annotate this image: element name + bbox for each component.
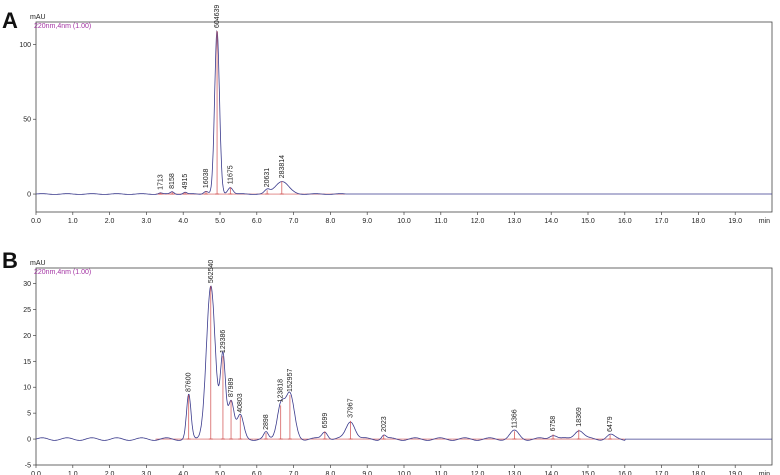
channel-label: 220nm,4nm (1.00) xyxy=(34,23,91,30)
peak-area-label: 129386 xyxy=(220,330,227,353)
peak-area-label: 20631 xyxy=(264,168,271,188)
x-tick-label: 18.0 xyxy=(692,471,706,475)
x-tick-label: 12.0 xyxy=(471,218,485,225)
panel-label: A xyxy=(2,8,18,33)
x-tick-label: 14.0 xyxy=(544,471,558,475)
y-tick-label: 0 xyxy=(27,192,31,199)
peak-area-label: 6758 xyxy=(550,416,557,432)
peak-area-label: 152957 xyxy=(287,369,294,392)
x-tick-label: 15.0 xyxy=(581,471,595,475)
plot-frame xyxy=(35,267,773,466)
x-tick-label: 5.0 xyxy=(215,471,225,475)
y-unit-label: mAU xyxy=(30,260,46,267)
x-tick-label: 16.0 xyxy=(618,218,632,225)
y-tick-label: 30 xyxy=(23,281,31,288)
x-tick-label: 0.0 xyxy=(31,471,41,475)
y-tick-label: 100 xyxy=(19,42,31,49)
peak-area-label: 1713 xyxy=(157,174,164,190)
x-tick-label: 7.0 xyxy=(289,471,299,475)
channel-label: 220nm,4nm (1.00) xyxy=(34,269,91,276)
x-tick-label: 15.0 xyxy=(581,218,595,225)
peak-area-label: 6599 xyxy=(322,413,329,429)
peak-area-label: 2898 xyxy=(263,414,270,430)
y-tick-label: 0 xyxy=(27,437,31,444)
x-tick-label: 13.0 xyxy=(508,218,522,225)
x-tick-label: 14.0 xyxy=(544,218,558,225)
chromatogram-trace xyxy=(36,30,772,195)
peak-area-label: 87989 xyxy=(228,378,235,398)
x-tick-label: 2.0 xyxy=(105,218,115,225)
x-tick-label: 17.0 xyxy=(655,471,669,475)
x-tick-label: 6.0 xyxy=(252,218,262,225)
y-tick-label: 5 xyxy=(27,411,31,418)
x-tick-label: 6.0 xyxy=(252,471,262,475)
peak-area-label: 16038 xyxy=(203,169,210,189)
x-tick-label: 12.0 xyxy=(471,471,485,475)
x-tick-label: 16.0 xyxy=(618,471,632,475)
x-tick-label: 8.0 xyxy=(326,471,336,475)
x-tick-label: 7.0 xyxy=(289,218,299,225)
x-tick-label: 3.0 xyxy=(142,471,152,475)
peak-area-label: 37967 xyxy=(348,398,355,418)
peak-area-label: 87600 xyxy=(186,372,193,392)
peak-area-label: 11366 xyxy=(511,409,518,428)
plot-frame xyxy=(35,21,773,213)
peak-area-label: 123818 xyxy=(278,379,285,402)
x-tick-label: 10.0 xyxy=(397,471,411,475)
peak-area-label: 18369 xyxy=(576,407,583,427)
peak-area-label: 11675 xyxy=(227,165,234,184)
panel-label: B xyxy=(2,248,18,273)
x-tick-label: 18.0 xyxy=(692,218,706,225)
x-unit-label: min xyxy=(759,471,770,475)
y-tick-label: 50 xyxy=(23,117,31,124)
x-tick-label: 13.0 xyxy=(508,471,522,475)
peak-area-label: 2023 xyxy=(381,416,388,432)
peak-area-label: 283814 xyxy=(279,155,286,178)
peak-area-label: 6479 xyxy=(607,416,614,432)
x-tick-label: 5.0 xyxy=(215,218,225,225)
x-tick-label: 1.0 xyxy=(68,471,78,475)
x-tick-label: 4.0 xyxy=(178,471,188,475)
x-tick-label: 0.0 xyxy=(31,218,41,225)
x-unit-label: min xyxy=(759,218,770,225)
chromatogram-trace xyxy=(35,285,772,441)
y-tick-label: -5 xyxy=(25,463,31,470)
x-tick-label: 8.0 xyxy=(326,218,336,225)
x-tick-label: 11.0 xyxy=(434,218,447,225)
x-tick-label: 17.0 xyxy=(655,218,669,225)
y-tick-label: 25 xyxy=(23,307,31,314)
x-tick-label: 9.0 xyxy=(362,471,372,475)
x-tick-label: 4.0 xyxy=(178,218,188,225)
y-tick-label: 10 xyxy=(23,385,31,392)
x-tick-label: 19.0 xyxy=(728,471,742,475)
y-tick-label: 20 xyxy=(23,333,31,340)
x-tick-label: 19.0 xyxy=(728,218,742,225)
y-tick-label: 15 xyxy=(23,359,31,366)
x-tick-label: 9.0 xyxy=(362,218,372,225)
x-tick-label: 2.0 xyxy=(105,471,115,475)
peak-area-label: 604639 xyxy=(214,5,221,28)
peak-area-label: 40803 xyxy=(237,393,244,413)
y-unit-label: mAU xyxy=(30,14,46,21)
x-tick-label: 1.0 xyxy=(68,218,78,225)
peak-area-label: 4915 xyxy=(182,174,189,190)
x-tick-label: 10.0 xyxy=(397,218,411,225)
peak-area-label: 8158 xyxy=(169,173,176,189)
x-tick-label: 3.0 xyxy=(142,218,152,225)
x-tick-label: 11.0 xyxy=(434,471,447,475)
peak-area-label: 562540 xyxy=(208,260,215,283)
